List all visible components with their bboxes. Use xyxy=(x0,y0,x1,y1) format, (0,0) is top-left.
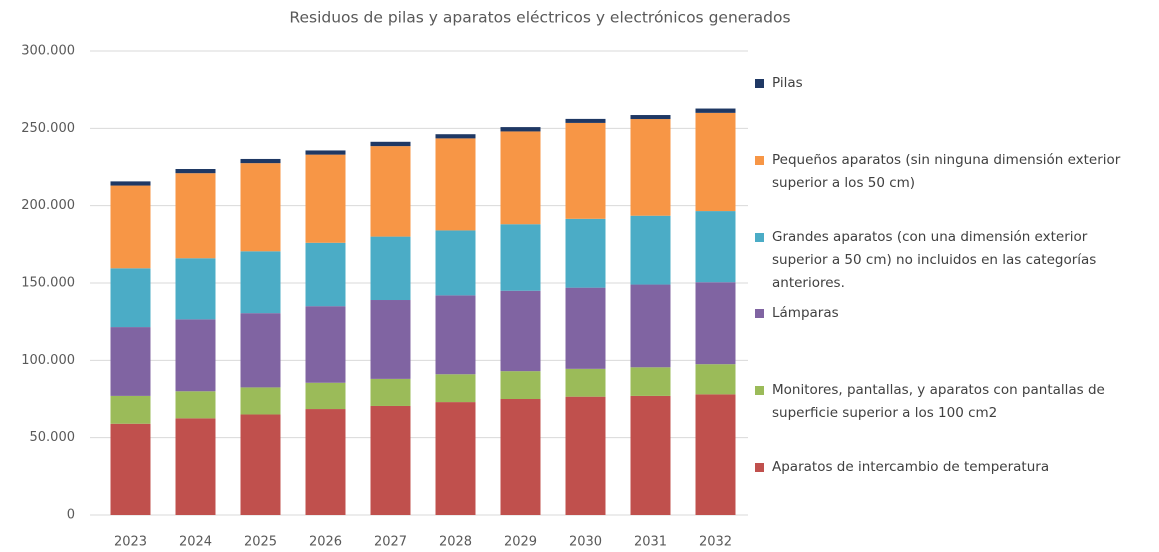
legend-item: Pequeños aparatos (sin ninguna dimensión… xyxy=(755,149,1140,195)
bar-segment xyxy=(435,402,476,515)
bar-segment xyxy=(500,371,541,399)
bar-segment xyxy=(370,378,411,406)
bar-segment xyxy=(500,399,541,515)
bar-segment xyxy=(565,122,606,219)
bar-segment xyxy=(630,284,671,368)
legend-swatch xyxy=(755,156,764,165)
bar-segment xyxy=(175,258,216,320)
bar-segment xyxy=(175,173,216,259)
bar-segment xyxy=(370,141,411,147)
legend-label: Grandes aparatos (con una dimensión exte… xyxy=(772,229,1097,291)
bar-segment xyxy=(305,242,346,307)
bar-segment xyxy=(370,300,411,379)
bar-segment xyxy=(435,134,476,139)
bar-segment xyxy=(175,319,216,392)
x-tick-label: 2030 xyxy=(569,535,602,550)
x-tick-label: 2027 xyxy=(374,535,407,550)
bar-segment xyxy=(305,150,346,155)
bar-segment xyxy=(240,414,281,515)
bar-segment xyxy=(110,181,151,186)
bar-segment xyxy=(110,185,151,269)
bar-segment xyxy=(240,158,281,164)
bar-segment xyxy=(110,395,151,424)
legend-item: Lámparas xyxy=(755,302,1140,325)
y-tick-label: 300.000 xyxy=(21,44,75,59)
x-tick-label: 2025 xyxy=(244,535,277,550)
x-tick-label: 2031 xyxy=(634,535,667,550)
y-tick-label: 0 xyxy=(67,508,75,523)
y-tick-label: 50.000 xyxy=(30,430,76,445)
bar-segment xyxy=(630,115,671,120)
y-tick-label: 100.000 xyxy=(21,353,75,368)
bar-segment xyxy=(305,306,346,383)
bar-segment xyxy=(565,118,606,123)
bar-segment xyxy=(565,287,606,369)
bar-segment xyxy=(175,169,216,174)
bar-segment xyxy=(175,391,216,419)
bar-segment xyxy=(630,395,671,515)
x-tick-label: 2028 xyxy=(439,535,472,550)
bar-segment xyxy=(305,154,346,243)
legend-swatch xyxy=(755,233,764,242)
bar-segment xyxy=(630,215,671,285)
bar-segment xyxy=(500,127,541,132)
legend-label: Aparatos de intercambio de temperatura xyxy=(772,459,1050,475)
bar-segment xyxy=(175,418,216,515)
bar-segment xyxy=(240,387,281,415)
bar-segment xyxy=(370,146,411,237)
bar-segment xyxy=(370,405,411,515)
legend-item: Grandes aparatos (con una dimensión exte… xyxy=(755,226,1140,295)
legend-item: Aparatos de intercambio de temperatura xyxy=(755,456,1140,479)
legend-swatch xyxy=(755,386,764,395)
bar-segment xyxy=(110,268,151,328)
legend-item: Pilas xyxy=(755,72,1140,95)
x-tick-label: 2024 xyxy=(179,535,212,550)
bar-segment xyxy=(630,367,671,396)
legend-swatch xyxy=(755,79,764,88)
bar-segment xyxy=(630,119,671,216)
legend-label: Lámparas xyxy=(772,305,839,321)
legend-label: Pequeños aparatos (sin ninguna dimensión… xyxy=(772,152,1121,191)
x-tick-label: 2029 xyxy=(504,535,537,550)
x-tick-label: 2023 xyxy=(114,535,147,550)
bar-segment xyxy=(435,295,476,375)
bar-segment xyxy=(240,163,281,252)
bar-segment xyxy=(435,138,476,231)
bar-segment xyxy=(240,313,281,388)
bar-segment xyxy=(565,218,606,288)
bar-segment xyxy=(370,236,411,301)
bar-segment xyxy=(110,327,151,396)
bar-segment xyxy=(695,108,736,113)
bar-segment xyxy=(435,230,476,296)
x-tick-label: 2032 xyxy=(699,535,732,550)
legend-swatch xyxy=(755,463,764,472)
bar-segment xyxy=(695,211,736,283)
y-tick-label: 200.000 xyxy=(21,198,75,213)
bar-segment xyxy=(565,396,606,515)
bar-segment xyxy=(500,224,541,291)
bar-segment xyxy=(500,290,541,372)
x-tick-label: 2026 xyxy=(309,535,342,550)
bar-segment xyxy=(695,394,736,515)
legend-item: Monitores, pantallas, y aparatos con pan… xyxy=(755,379,1140,425)
bar-segment xyxy=(695,364,736,395)
bar-segment xyxy=(110,423,151,515)
y-tick-label: 250.000 xyxy=(21,121,75,136)
bar-segment xyxy=(435,374,476,403)
bar-segment xyxy=(695,112,736,212)
legend-label: Monitores, pantallas, y aparatos con pan… xyxy=(772,382,1105,421)
bar-segment xyxy=(695,282,736,365)
y-tick-label: 150.000 xyxy=(21,276,75,291)
bar-segment xyxy=(305,409,346,515)
bar-segment xyxy=(240,251,281,314)
bar-segment xyxy=(305,382,346,410)
legend-label: Pilas xyxy=(772,75,803,91)
legend-swatch xyxy=(755,309,764,318)
chart-title: Residuos de pilas y aparatos eléctricos … xyxy=(289,9,790,27)
bar-segment xyxy=(565,368,606,397)
bar-segment xyxy=(500,131,541,225)
